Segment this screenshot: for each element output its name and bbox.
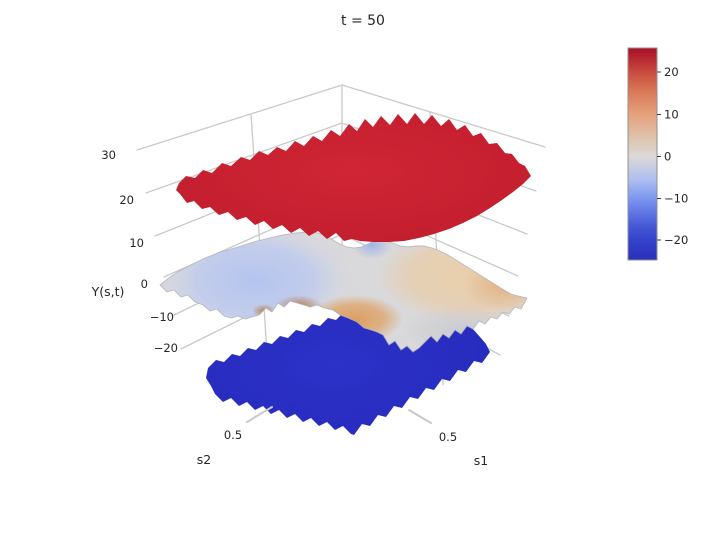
colorbar-ticks: [657, 71, 661, 241]
colorbar: 20 10 0 −10 −20: [627, 47, 688, 261]
upper-surface[interactable]: [176, 113, 531, 242]
chart-title: t = 50: [341, 13, 385, 29]
z-tick-10: 10: [129, 236, 144, 250]
s1-tick-mark: [408, 409, 432, 424]
colorbar-tick-neg20: −20: [664, 233, 688, 247]
z-tick-0: 0: [141, 277, 148, 291]
s1-axis-title: s1: [474, 453, 488, 468]
z-tick-20: 20: [119, 193, 134, 207]
colorbar-tick-neg10: −10: [664, 192, 688, 206]
z-axis-tick-labels: 30 20 10 0 −10 −20: [101, 148, 178, 355]
gridline-z30: [136, 84, 546, 151]
s2-axis-title: s2: [197, 452, 211, 467]
colorbar-tick-10: 10: [664, 108, 679, 122]
colorbar-gradient: [627, 47, 658, 261]
s1-tick-label: 0.5: [439, 430, 457, 444]
middle-surface-edge: [159, 231, 528, 353]
s2-tick-label: 0.5: [224, 428, 242, 442]
middle-surface-orange-deep: [463, 260, 527, 312]
colorbar-tick-20: 20: [664, 65, 679, 79]
s2-tick-mark: [246, 406, 273, 423]
z-tick-30: 30: [101, 148, 116, 162]
colorbar-tick-0: 0: [664, 150, 671, 164]
axis-ticks: [246, 406, 432, 424]
z-tick-neg10: −10: [150, 310, 174, 324]
z-tick-neg20: −20: [154, 341, 178, 355]
z-axis-title: Y(s,t): [91, 284, 125, 299]
